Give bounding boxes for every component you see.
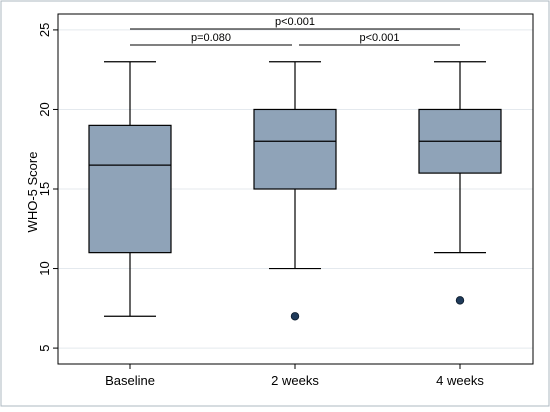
x-tick-label: 4 weeks	[436, 373, 484, 388]
p-value-label: p<0.001	[275, 16, 315, 28]
outlier-point	[455, 296, 465, 305]
p-value-label: p<0.001	[359, 32, 399, 44]
x-tick-label: 2 weeks	[271, 373, 319, 388]
x-tick-label: Baseline	[105, 373, 155, 388]
box-series	[88, 61, 502, 321]
box-0	[88, 61, 172, 317]
y-tick-label: 20	[37, 102, 52, 116]
p-value-label: p=0.080	[191, 32, 231, 44]
y-axis-label: WHO-5 Score	[25, 152, 40, 233]
y-tick-label: 10	[37, 261, 52, 275]
interquartile-box	[88, 124, 172, 254]
interquartile-box	[253, 108, 337, 190]
y-tick-label: 25	[37, 23, 52, 37]
y-tick-label: 15	[37, 182, 52, 196]
y-tick-label: 5	[37, 344, 52, 351]
box-1	[253, 61, 337, 321]
x-axis-ticks: Baseline 2 weeks 4 weeks	[105, 364, 484, 388]
box-2	[418, 61, 502, 305]
outlier-point	[290, 312, 300, 321]
y-axis-ticks: 5 10 15 20 25	[37, 23, 58, 352]
comparison-brackets: p=0.080 p<0.001 p<0.001	[130, 16, 460, 46]
